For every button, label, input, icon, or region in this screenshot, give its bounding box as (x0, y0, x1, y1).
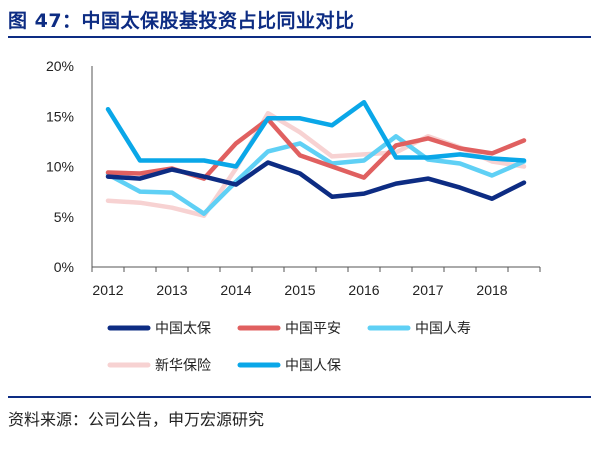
x-tick-label: 2014 (220, 282, 251, 298)
y-tick-label: 15% (46, 108, 74, 124)
x-tick-label: 2015 (284, 282, 315, 298)
figure-title: 图 47：中国太保股基投资占比同业对比 (8, 10, 355, 32)
x-tick-label: 2017 (412, 282, 443, 298)
series-line-3 (105, 134, 527, 216)
y-tick-label: 5% (54, 209, 74, 225)
legend-label: 中国人寿 (415, 320, 471, 337)
x-tick-label: 2018 (476, 282, 507, 298)
series-lines (105, 99, 527, 218)
title-rule (8, 36, 591, 38)
source-note: 资料来源：公司公告，申万宏源研究 (8, 410, 265, 429)
y-tick-label: 0% (54, 259, 74, 275)
x-tick-label: 2013 (156, 282, 187, 298)
source-rule (8, 396, 591, 398)
series-line-5 (105, 99, 527, 169)
x-tick-label: 2016 (348, 282, 379, 298)
legend-label: 中国太保 (155, 321, 211, 337)
legend-label: 中国人保 (285, 358, 341, 374)
x-tick-labels: 2012 2013 2014 2015 2016 2017 2018 (91, 267, 541, 298)
legend-label: 新华保险 (155, 358, 211, 374)
x-tick-label: 2012 (92, 282, 123, 298)
y-tick-label: 20% (46, 58, 74, 74)
y-tick-labels: 0% 5% 10% 15% 20% (46, 58, 74, 275)
line-chart: 0%5%10%15%20% 2012 2013 2014 2015 2016 2017 20… (46, 58, 541, 374)
legend-label: 中国平安 (285, 321, 341, 337)
series-line-1 (105, 160, 527, 201)
y-tick-label: 10% (46, 159, 74, 175)
